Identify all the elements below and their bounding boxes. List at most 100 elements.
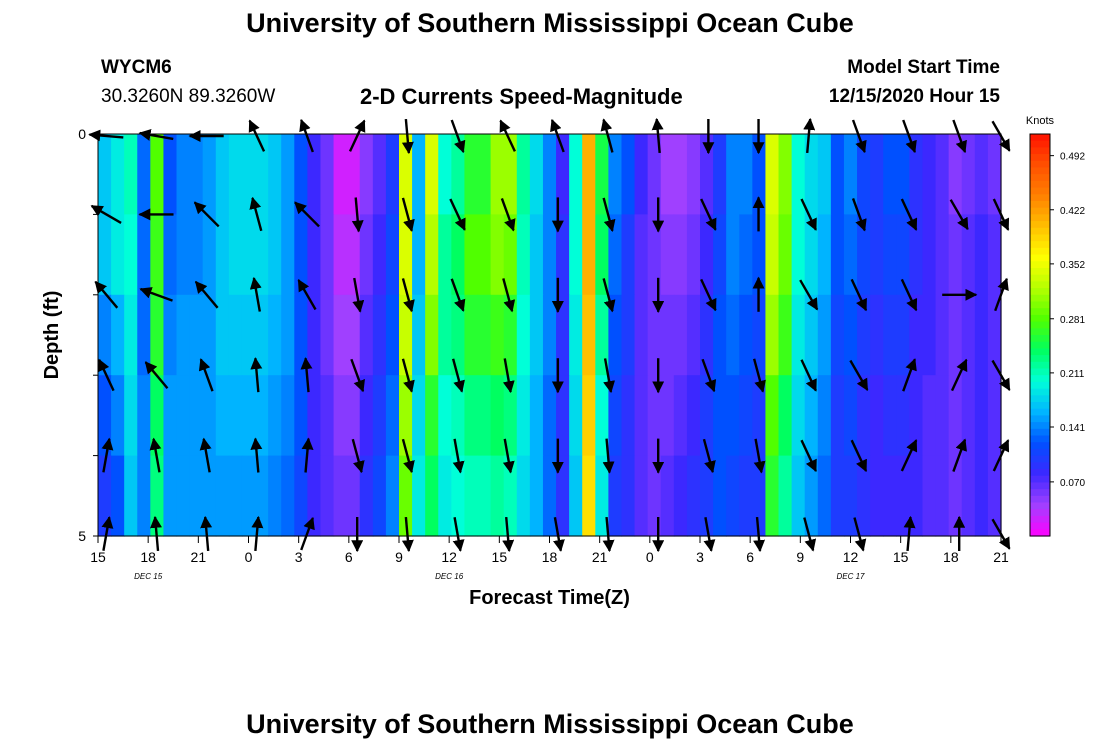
heatmap-cell: [281, 134, 295, 215]
heatmap-cell: [765, 294, 780, 376]
current-arrow: [502, 516, 515, 553]
heatmap-cell: [817, 455, 832, 537]
colorbar-swatch: [1030, 221, 1050, 229]
heatmap-cell: [830, 455, 845, 537]
colorbar-swatch: [1030, 160, 1050, 169]
heatmap-cell: [987, 214, 1002, 296]
heatmap-cell: [974, 375, 989, 457]
heatmap-cell: [333, 134, 348, 215]
heatmap-cell: [556, 455, 570, 537]
heatmap-cell: [516, 375, 531, 457]
heatmap-cell: [948, 375, 963, 457]
heatmap-cell: [857, 214, 871, 296]
x-tick-label: 15: [492, 549, 508, 565]
current-arrow: [401, 197, 415, 232]
x-tick-label: 12: [441, 549, 457, 565]
colorbar-swatch: [1030, 261, 1050, 269]
heatmap-cell: [529, 375, 544, 457]
heatmap-cell: [215, 134, 230, 215]
heatmap-cell: [673, 294, 688, 376]
colorbar-swatch: [1030, 482, 1050, 490]
heatmap-cell: [163, 375, 178, 457]
current-arrow: [452, 517, 465, 552]
heatmap-cell: [542, 455, 557, 537]
colorbar-swatch: [1030, 462, 1050, 470]
heatmap-cell: [294, 455, 308, 537]
heatmap-cell: [556, 214, 570, 296]
heatmap-cell: [516, 134, 531, 215]
current-arrow: [502, 358, 515, 394]
heatmap-cell: [451, 375, 466, 457]
current-arrow: [98, 358, 115, 392]
current-arrow: [849, 359, 869, 391]
heatmap-cell: [870, 375, 884, 457]
current-arrow: [249, 276, 262, 312]
chart-title: 2-D Currents Speed-Magnitude: [360, 84, 683, 109]
heatmap-cell: [372, 214, 387, 296]
heatmap-cell: [700, 455, 714, 537]
heatmap-cell: [961, 214, 976, 296]
heatmap-cell: [778, 214, 793, 296]
heatmap-cell: [726, 294, 740, 376]
current-arrow: [199, 437, 212, 473]
heatmap-cell: [150, 375, 165, 457]
current-arrow: [452, 438, 465, 474]
x-axis-label: Forecast Time(Z): [469, 587, 630, 609]
colorbar-swatch: [1030, 361, 1050, 370]
heatmap-cell: [686, 294, 701, 376]
current-arrow: [198, 358, 214, 392]
current-arrow: [94, 280, 119, 309]
y-tick-label: 5: [78, 528, 86, 544]
heatmap-cell: [228, 214, 243, 296]
heatmap-cell: [909, 214, 924, 296]
heatmap-cell: [948, 294, 963, 376]
current-arrow: [800, 198, 817, 231]
heatmap-cell: [974, 455, 989, 537]
heatmap-cell: [739, 375, 753, 457]
heatmap-cell: [791, 294, 806, 376]
current-arrow: [144, 361, 169, 389]
x-tick-label: 21: [191, 549, 207, 565]
colorbar-swatch: [1030, 402, 1050, 410]
heatmap-cell: [320, 455, 335, 537]
current-arrow: [949, 199, 969, 231]
heatmap-cell: [817, 375, 832, 457]
current-vectors: [88, 117, 1011, 553]
colorbar-swatch: [1030, 174, 1050, 182]
heatmap-cell: [137, 214, 151, 296]
heatmap-cell: [791, 214, 806, 296]
current-arrow: [903, 515, 916, 552]
current-arrow: [753, 438, 766, 474]
heatmap-cell: [516, 455, 531, 537]
current-arrow: [701, 358, 717, 393]
heatmap-cell: [660, 375, 675, 457]
current-arrow: [250, 357, 263, 393]
heatmap-cell: [961, 375, 976, 457]
current-arrow: [851, 198, 867, 232]
heatmap-cell: [111, 455, 125, 537]
heatmap-cell: [778, 375, 793, 457]
current-arrow: [900, 278, 918, 312]
heatmap-cell: [791, 134, 806, 215]
heatmap-cell: [202, 134, 217, 215]
heatmap-cell: [817, 134, 832, 215]
heatmap-cell: [817, 214, 832, 296]
heatmap-cell: [843, 455, 858, 537]
heatmap-cell: [595, 134, 609, 215]
colorbar-swatch: [1030, 207, 1050, 215]
heatmap-cell: [372, 375, 387, 457]
heatmap-cell: [974, 214, 989, 296]
current-arrow: [301, 437, 314, 473]
heatmap-cell: [713, 455, 727, 537]
colorbar-swatch: [1030, 214, 1050, 222]
heatmap-cell: [922, 455, 937, 537]
heatmap-cell: [647, 214, 662, 296]
heatmap-cell: [412, 214, 426, 296]
colorbar-title: Knots: [1026, 115, 1055, 127]
heatmap-cell: [948, 214, 963, 296]
heatmap-cell: [542, 294, 557, 376]
heatmap-cell: [137, 375, 151, 457]
colorbar-tick-label: 0.422: [1060, 206, 1085, 217]
heatmap-cell: [556, 294, 570, 376]
current-arrow: [193, 201, 220, 228]
